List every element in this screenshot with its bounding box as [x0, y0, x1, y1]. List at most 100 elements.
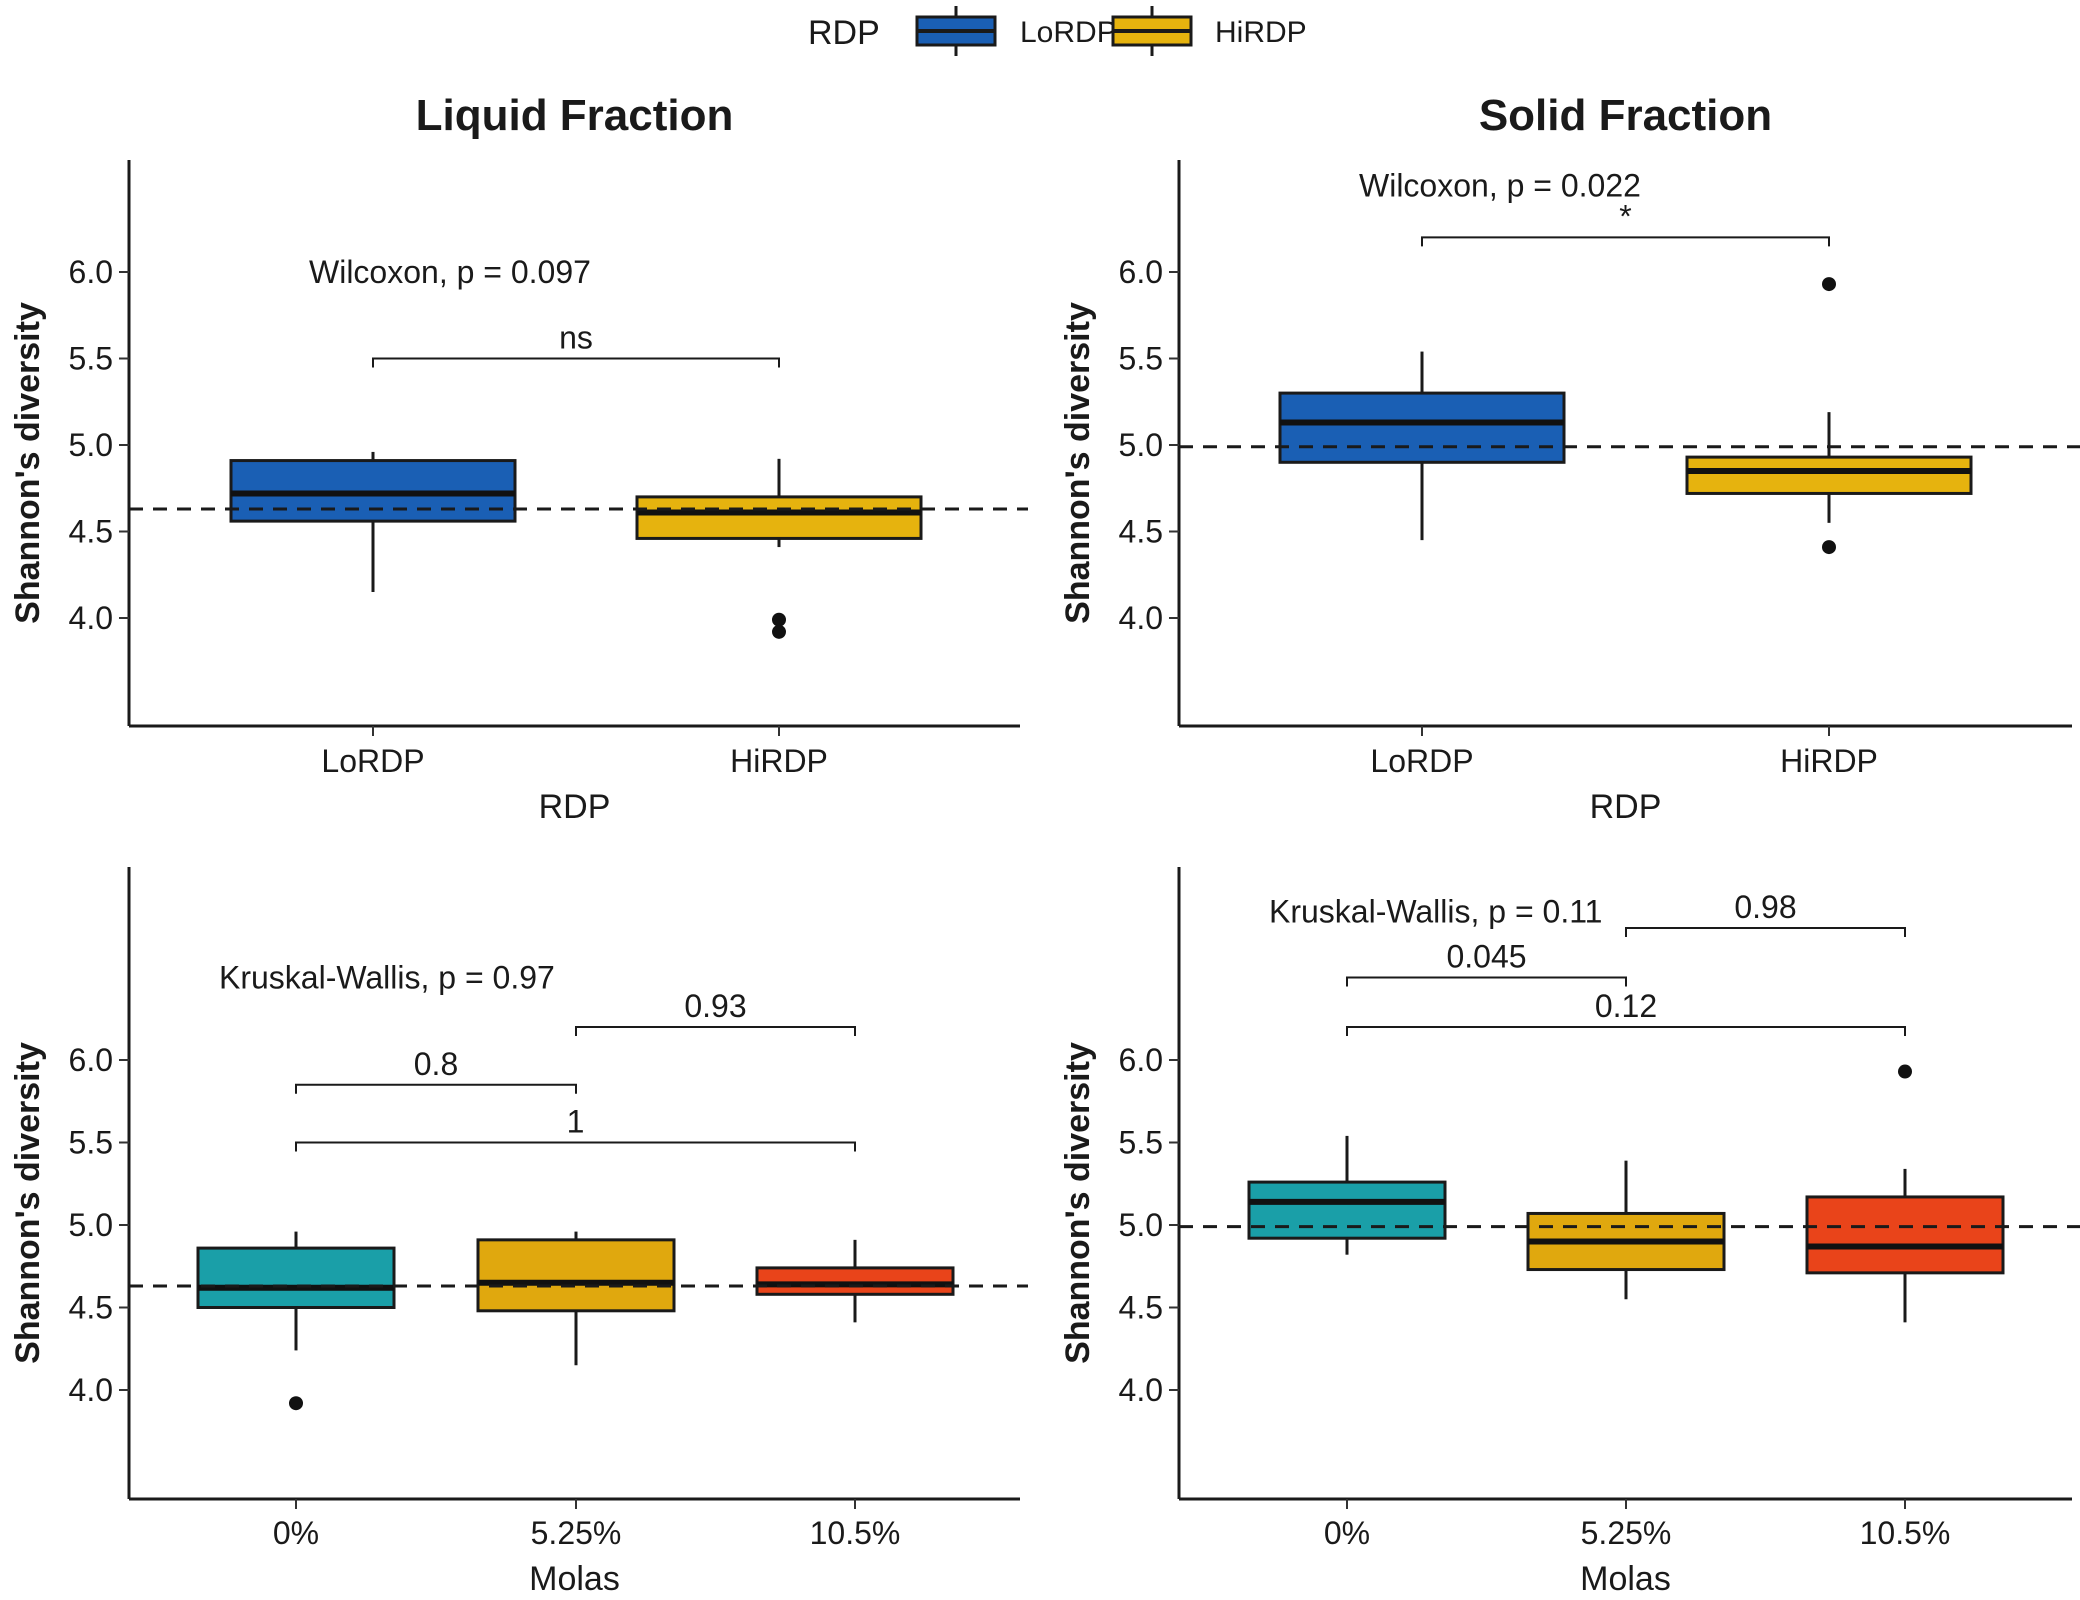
- outlier-point: [1822, 540, 1836, 555]
- y-axis-title: Shannon's diversity: [9, 1042, 47, 1364]
- bracket-0pct-vs-10-5pct: 1: [295, 1104, 856, 1152]
- bracket-line: [372, 357, 780, 368]
- y-tick-label: 5.5: [69, 341, 113, 377]
- x-tick-label-hirdp: HiRDP: [730, 743, 828, 779]
- y-tick-label: 5.0: [1119, 1207, 1163, 1243]
- y-tick-label: 6.0: [1119, 254, 1163, 290]
- box-lordp: [1278, 351, 1566, 541]
- bracket-line: [1346, 976, 1627, 987]
- bracket-lordp-vs-hirdp: *: [1421, 198, 1830, 247]
- x-tick-label-lordp: LoRDP: [1370, 743, 1473, 779]
- outlier-point: [772, 624, 786, 639]
- box-hirdp: [1685, 277, 1973, 555]
- outlier-point: [1822, 277, 1836, 292]
- bracket-line: [1625, 927, 1906, 937]
- outlier-point: [1898, 1064, 1912, 1079]
- test-label: Wilcoxon, p = 0.022: [1359, 168, 1641, 204]
- box-iqr: [476, 1238, 676, 1313]
- bracket-label: *: [1619, 198, 1631, 234]
- box-0pct: [1247, 1135, 1447, 1255]
- box-hirdp: [635, 458, 923, 639]
- y-tick-label: 4.5: [69, 1290, 113, 1326]
- bracket-label: ns: [559, 320, 593, 356]
- box-iqr: [196, 1246, 396, 1309]
- x-tick-label-5-25pct: 5.25%: [531, 1515, 622, 1551]
- y-tick-label: 6.0: [69, 254, 113, 290]
- bracket-label: 0.93: [684, 988, 746, 1024]
- test-label: Kruskal-Wallis, p = 0.11: [1269, 894, 1602, 930]
- x-tick-label-0pct: 0%: [1324, 1515, 1370, 1551]
- legend-label-hirdp: HiRDP: [1215, 16, 1307, 49]
- x-axis-title: RDP: [1590, 788, 1662, 826]
- y-tick-label: 4.0: [1119, 1372, 1163, 1408]
- bracket-0pct-vs-5-25pct: 0.045: [1346, 939, 1627, 987]
- bracket-line: [575, 1026, 856, 1036]
- x-tick-label-5-25pct: 5.25%: [1581, 1515, 1672, 1551]
- y-tick-label: 5.0: [1119, 427, 1163, 463]
- y-tick-label: 5.5: [1119, 1125, 1163, 1161]
- y-tick-label: 5.0: [69, 1207, 113, 1243]
- y-axis-title: Shannon's diversity: [9, 302, 47, 624]
- y-axis-title: Shannon's diversity: [1059, 1042, 1097, 1364]
- box-iqr: [1805, 1195, 2005, 1275]
- box-5-25pct: [1526, 1160, 1726, 1300]
- box-5-25pct: [476, 1231, 676, 1366]
- y-tick-label: 5.5: [1119, 341, 1163, 377]
- y-tick-label: 4.0: [69, 1372, 113, 1408]
- test-label: Wilcoxon, p = 0.097: [309, 254, 591, 290]
- x-tick-label-10-5pct: 10.5%: [810, 1515, 901, 1551]
- y-tick-label: 4.5: [1119, 514, 1163, 550]
- x-tick-label-10-5pct: 10.5%: [1860, 1515, 1951, 1551]
- panel-liquid-fraction-rdp: Liquid Fraction 6.0 5.5 5.0 4.5 4.0 Shannon's …: [9, 91, 1028, 826]
- box-10-5pct: [755, 1239, 955, 1323]
- y-tick-label: 4.5: [1119, 1290, 1163, 1326]
- box-lordp: [229, 451, 517, 593]
- legend: RDP LoRDP HiRDP: [808, 6, 1307, 56]
- box-0pct: [196, 1231, 396, 1411]
- y-tick-label: 5.0: [69, 427, 113, 463]
- x-axis-title: Molas: [1580, 1560, 1671, 1598]
- x-axis-title: RDP: [539, 788, 611, 826]
- bracket-label: 1: [567, 1104, 585, 1140]
- test-label: Kruskal-Wallis, p = 0.97: [219, 960, 555, 996]
- legend-key-hirdp: [1111, 6, 1193, 56]
- y-tick-label: 5.5: [69, 1125, 113, 1161]
- legend-key-lordp: [915, 6, 997, 56]
- x-tick-label-lordp: LoRDP: [321, 743, 424, 779]
- bracket-label: 0.8: [414, 1046, 458, 1082]
- outlier-point: [772, 612, 786, 627]
- panel-title: Solid Fraction: [1479, 91, 1772, 140]
- bracket-label: 0.98: [1734, 889, 1796, 925]
- legend-title: RDP: [808, 14, 880, 52]
- y-tick-label: 6.0: [1119, 1042, 1163, 1078]
- outlier-point: [289, 1396, 303, 1411]
- panel-liquid-fraction-molas: 6.0 5.5 5.0 4.5 4.0 Shannon's diversity 0% 5.25…: [9, 867, 1028, 1598]
- box-iqr: [1685, 455, 1973, 495]
- bracket-label: 0.12: [1595, 988, 1657, 1024]
- bracket-line: [1421, 236, 1830, 247]
- bracket-line: [295, 1141, 856, 1152]
- x-tick-label-0pct: 0%: [273, 1515, 319, 1551]
- box-10-5pct: [1805, 1064, 2005, 1323]
- panel-title: Liquid Fraction: [416, 91, 734, 140]
- bracket-label: 0.045: [1446, 939, 1526, 975]
- bracket-line: [1346, 1026, 1906, 1036]
- y-tick-label: 4.0: [1119, 600, 1163, 636]
- panel-solid-fraction-rdp: Solid Fraction 6.0 5.5 5.0 4.5 4.0 Shannon's d…: [1059, 91, 2080, 826]
- bracket-0pct-vs-10-5pct: 0.12: [1346, 988, 1906, 1036]
- y-tick-label: 4.5: [69, 514, 113, 550]
- x-axis-title: Molas: [529, 1560, 620, 1598]
- x-tick-label-hirdp: HiRDP: [1780, 743, 1878, 779]
- bracket-5-25pct-vs-10-5pct: 0.93: [575, 988, 856, 1036]
- box-iqr: [635, 495, 923, 540]
- bracket-line: [295, 1083, 577, 1094]
- box-iqr: [1247, 1180, 1447, 1240]
- box-iqr: [755, 1266, 955, 1296]
- y-tick-label: 6.0: [69, 1042, 113, 1078]
- bracket-0pct-vs-5-25pct: 0.8: [295, 1046, 577, 1094]
- bracket-5-25pct-vs-10-5pct: 0.98: [1625, 889, 1906, 937]
- panel-solid-fraction-molas: 6.0 5.5 5.0 4.5 4.0 Shannon's diversity 0% 5.25…: [1059, 867, 2080, 1598]
- y-tick-label: 4.0: [69, 600, 113, 636]
- bracket-lordp-vs-hirdp: ns: [372, 320, 780, 368]
